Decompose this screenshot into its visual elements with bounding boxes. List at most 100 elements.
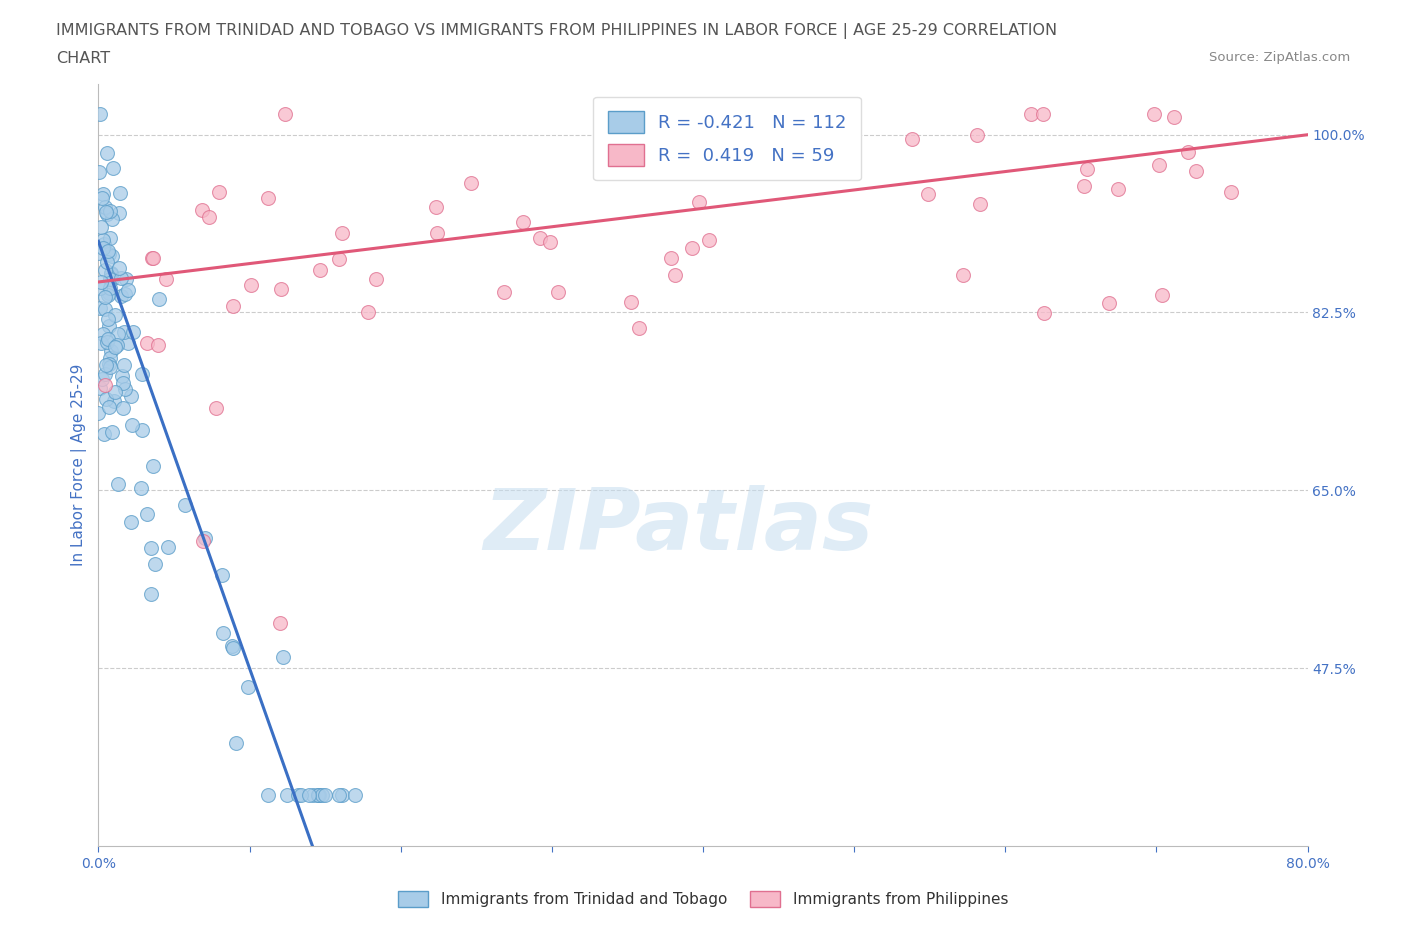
Point — [307, 788, 329, 803]
Point — [276, 788, 298, 803]
Point — [1143, 107, 1166, 122]
Point — [97, 332, 120, 347]
Point — [93, 426, 115, 441]
Point — [155, 272, 177, 286]
Point — [94, 200, 117, 215]
Point — [141, 251, 163, 266]
Point — [627, 321, 650, 336]
Point — [1032, 107, 1054, 122]
Point — [97, 357, 120, 372]
Point — [156, 539, 179, 554]
Point — [681, 241, 703, 256]
Y-axis label: In Labor Force | Age 25-29: In Labor Force | Age 25-29 — [72, 364, 87, 566]
Point — [101, 161, 124, 176]
Point — [638, 107, 661, 122]
Point — [101, 248, 124, 263]
Point — [108, 206, 131, 220]
Point — [309, 263, 332, 278]
Point — [287, 788, 309, 803]
Point — [1177, 144, 1199, 159]
Point — [225, 736, 247, 751]
Point — [108, 260, 131, 275]
Point — [270, 282, 292, 297]
Point — [94, 205, 117, 219]
Point — [969, 196, 991, 211]
Point — [108, 185, 131, 200]
Point — [104, 384, 127, 399]
Point — [120, 514, 142, 529]
Text: Source: ZipAtlas.com: Source: ZipAtlas.com — [1209, 51, 1350, 64]
Point — [89, 280, 111, 295]
Point — [100, 344, 122, 359]
Point — [121, 417, 143, 432]
Point — [148, 292, 170, 307]
Point — [1185, 164, 1208, 179]
Point — [1163, 110, 1185, 125]
Point — [1073, 179, 1095, 194]
Point — [256, 788, 278, 803]
Point — [841, 126, 863, 140]
Point — [101, 211, 124, 226]
Point — [93, 301, 115, 316]
Point — [117, 336, 139, 351]
Legend: R = -0.421   N = 112, R =  0.419   N = 59: R = -0.421 N = 112, R = 0.419 N = 59 — [593, 97, 860, 180]
Point — [114, 287, 136, 302]
Point — [104, 308, 127, 323]
Point — [98, 246, 121, 261]
Point — [110, 288, 132, 303]
Point — [221, 641, 243, 656]
Point — [98, 400, 121, 415]
Point — [120, 389, 142, 404]
Text: ZIPatlas: ZIPatlas — [484, 485, 875, 567]
Point — [274, 107, 297, 122]
Point — [111, 376, 134, 391]
Point — [1021, 107, 1043, 122]
Point — [952, 267, 974, 282]
Point — [1107, 181, 1129, 196]
Point — [211, 568, 233, 583]
Point — [269, 615, 291, 630]
Point — [94, 366, 117, 381]
Point — [460, 176, 482, 191]
Point — [290, 788, 312, 803]
Point — [91, 241, 114, 256]
Point — [311, 788, 333, 803]
Point — [139, 540, 162, 555]
Point — [97, 312, 120, 326]
Point — [98, 204, 121, 219]
Point — [121, 325, 143, 339]
Point — [256, 191, 278, 206]
Point — [98, 231, 121, 246]
Point — [104, 340, 127, 355]
Point — [89, 300, 111, 315]
Point — [1147, 158, 1170, 173]
Point — [96, 254, 118, 269]
Legend: Immigrants from Trinidad and Tobago, Immigrants from Philippines: Immigrants from Trinidad and Tobago, Imm… — [392, 884, 1014, 913]
Point — [141, 587, 163, 602]
Point — [100, 266, 122, 281]
Point — [193, 534, 215, 549]
Point — [778, 107, 800, 122]
Point — [115, 272, 138, 286]
Text: CHART: CHART — [56, 51, 110, 66]
Point — [94, 263, 117, 278]
Point — [148, 338, 170, 352]
Point — [236, 680, 259, 695]
Point — [298, 788, 321, 803]
Point — [98, 286, 121, 300]
Point — [90, 274, 112, 289]
Point — [142, 250, 165, 265]
Point — [91, 187, 114, 202]
Point — [198, 210, 221, 225]
Point — [538, 234, 561, 249]
Point — [98, 360, 121, 375]
Point — [111, 400, 134, 415]
Point — [93, 237, 115, 252]
Point — [426, 226, 449, 241]
Point — [688, 194, 710, 209]
Point — [105, 338, 128, 352]
Point — [89, 380, 111, 395]
Point — [97, 243, 120, 258]
Point — [131, 481, 153, 496]
Point — [302, 788, 325, 803]
